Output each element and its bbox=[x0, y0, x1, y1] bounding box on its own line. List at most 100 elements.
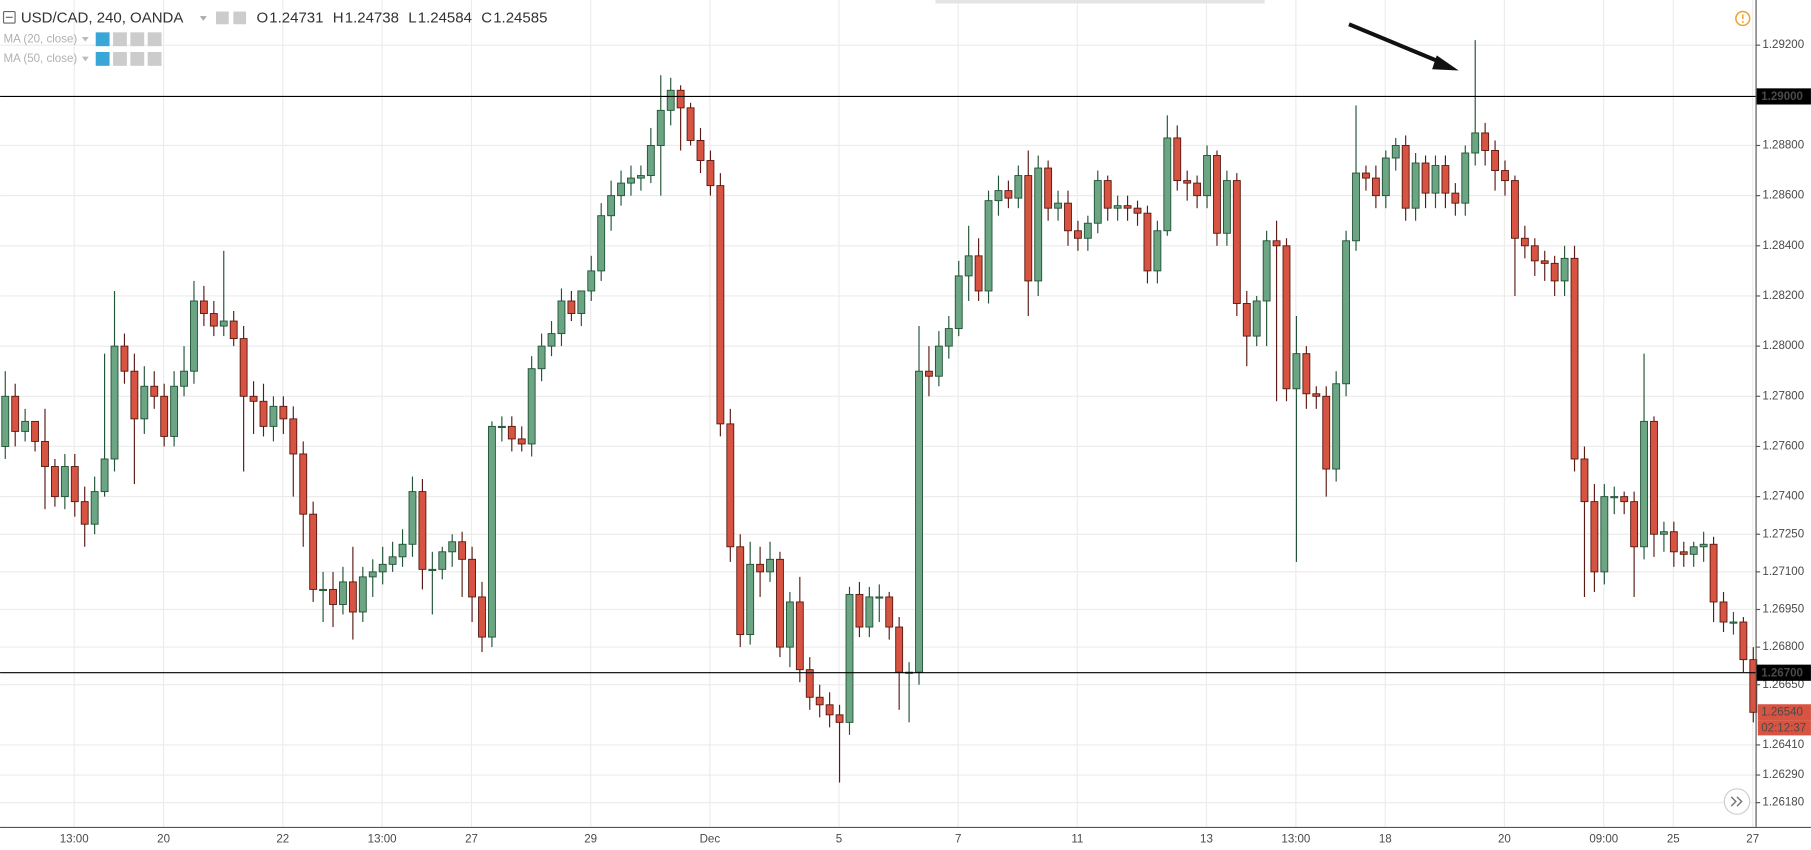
candle-body bbox=[1371, 177, 1380, 197]
candle-body bbox=[259, 400, 268, 427]
y-tick-label: 1.29200 bbox=[1762, 39, 1804, 51]
dropdown-arrow[interactable] bbox=[199, 16, 207, 21]
alert-icon[interactable] bbox=[1735, 10, 1751, 27]
x-tick-label: 22 bbox=[276, 834, 289, 846]
candle-body bbox=[219, 320, 228, 327]
settings-icon[interactable] bbox=[216, 11, 229, 25]
candle-body bbox=[239, 338, 248, 397]
collapse-icon[interactable] bbox=[2, 10, 16, 24]
level-label: 1.29000 bbox=[1761, 91, 1803, 103]
candle-body bbox=[1302, 353, 1311, 395]
candle-body bbox=[438, 551, 447, 570]
candle-body bbox=[1153, 230, 1162, 272]
candle-body bbox=[1133, 207, 1142, 214]
y-tick-label: 1.27400 bbox=[1762, 491, 1804, 503]
candle-body bbox=[1024, 175, 1033, 282]
candle-body bbox=[944, 328, 953, 347]
y-tick-label: 1.28200 bbox=[1762, 290, 1804, 302]
candle-body bbox=[865, 596, 874, 628]
indicator-button[interactable] bbox=[147, 51, 162, 66]
candle-body bbox=[1381, 157, 1390, 197]
scroll-to-end-button[interactable] bbox=[1723, 788, 1751, 815]
y-tick-label: 1.28600 bbox=[1762, 190, 1804, 202]
indicator-button[interactable] bbox=[95, 51, 110, 66]
candle-body bbox=[1610, 496, 1619, 499]
indicator-button[interactable] bbox=[113, 32, 127, 47]
candle-body bbox=[736, 546, 745, 636]
x-tick-label: 20 bbox=[1498, 834, 1511, 846]
y-tick-label: 1.26290 bbox=[1762, 769, 1804, 781]
candle-body bbox=[329, 588, 337, 605]
x-tick-label: 13:00 bbox=[368, 834, 397, 846]
candle-body bbox=[1709, 543, 1718, 603]
candle-body bbox=[1282, 245, 1291, 390]
candle-body bbox=[706, 160, 715, 187]
candle-body bbox=[229, 320, 238, 340]
alert-icon-dot bbox=[1741, 21, 1744, 23]
indicator-label: MA (20, close) bbox=[4, 33, 78, 45]
candle-body bbox=[607, 195, 616, 217]
indicator-button[interactable] bbox=[95, 32, 110, 47]
candle-body bbox=[418, 491, 427, 570]
candle-body bbox=[1431, 165, 1440, 194]
hide-icon[interactable] bbox=[233, 11, 247, 25]
candle-body bbox=[309, 513, 318, 590]
candle-body bbox=[646, 145, 655, 177]
candle-body bbox=[60, 466, 69, 498]
candle-body bbox=[577, 290, 586, 314]
candle-body bbox=[408, 491, 417, 545]
candle-body bbox=[358, 576, 367, 613]
indicator-button[interactable] bbox=[130, 51, 145, 66]
candle-body bbox=[636, 175, 645, 179]
candle-body bbox=[567, 300, 576, 314]
candle-body bbox=[1103, 180, 1112, 209]
indicator-button[interactable] bbox=[130, 32, 145, 47]
ohlc-key: L bbox=[408, 9, 416, 26]
y-tick-label: 1.27800 bbox=[1762, 390, 1804, 402]
annotation-arrowhead bbox=[1432, 55, 1459, 71]
candle-body bbox=[209, 313, 218, 327]
candle-body bbox=[1312, 393, 1321, 397]
candle-body bbox=[1342, 240, 1351, 385]
candle-body bbox=[488, 425, 496, 638]
candle-body bbox=[80, 501, 89, 525]
candle-body bbox=[140, 385, 149, 420]
candle-body bbox=[1352, 172, 1360, 242]
candle-body bbox=[448, 541, 457, 553]
y-tick-label: 1.26800 bbox=[1762, 641, 1804, 653]
candle-body bbox=[1689, 546, 1698, 555]
indicators: MA (20, close) MA (50, close) bbox=[4, 32, 162, 66]
candle-body bbox=[925, 370, 933, 377]
y-tick-label: 1.27100 bbox=[1762, 566, 1804, 578]
candle-body bbox=[984, 200, 993, 292]
candle-body bbox=[915, 370, 923, 673]
candle-body bbox=[1163, 137, 1172, 232]
y-tick-label: 1.28000 bbox=[1762, 340, 1804, 352]
candle-body bbox=[815, 696, 824, 706]
candle-body bbox=[1501, 170, 1509, 182]
indicator-button[interactable] bbox=[147, 32, 162, 47]
candle-body bbox=[190, 300, 198, 372]
ohlc-key: O bbox=[256, 9, 268, 26]
candle-body bbox=[994, 190, 1003, 202]
candle-body bbox=[1659, 531, 1668, 535]
x-tick-label: 5 bbox=[836, 834, 842, 846]
candle-body bbox=[1699, 543, 1708, 548]
candle-body bbox=[1, 395, 10, 447]
candle-body bbox=[1530, 245, 1539, 262]
annotation-arrow bbox=[1348, 22, 1445, 66]
candle-body bbox=[1213, 155, 1221, 234]
y-tick-label: 1.27600 bbox=[1762, 441, 1804, 453]
candle-body bbox=[527, 368, 536, 445]
candle-body bbox=[388, 556, 397, 565]
x-tick-label: 29 bbox=[584, 834, 597, 846]
candle-body bbox=[954, 275, 963, 330]
candle-body bbox=[845, 593, 854, 723]
indicator-button[interactable] bbox=[113, 51, 127, 66]
candle-body bbox=[1183, 180, 1192, 184]
candle-body bbox=[1054, 202, 1062, 209]
candle-body bbox=[1193, 182, 1202, 197]
candle-body bbox=[319, 588, 328, 592]
candle-body bbox=[776, 558, 784, 648]
